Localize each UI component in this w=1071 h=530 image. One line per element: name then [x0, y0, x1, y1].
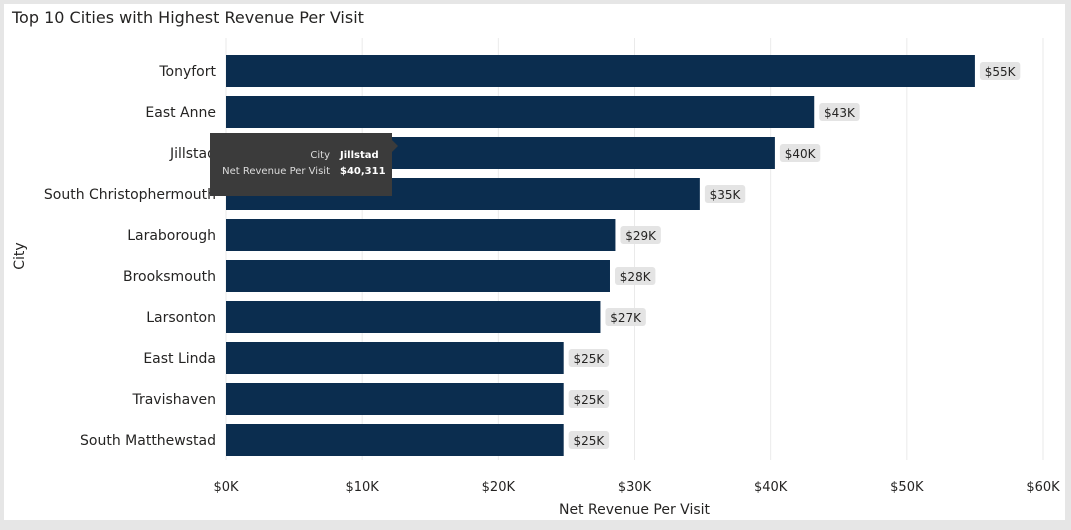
x-axis-title: Net Revenue Per Visit — [559, 502, 711, 518]
y-tick-label: East Linda — [143, 351, 216, 367]
data-label: $27K — [610, 311, 642, 325]
data-label-background — [568, 349, 610, 367]
data-label: $43K — [824, 106, 856, 120]
bar — [226, 96, 815, 128]
y-tick-label: Larsonton — [146, 310, 216, 326]
tooltip-row-revenue: Net Revenue Per Visit $40,311 — [210, 166, 392, 182]
data-label-background — [704, 185, 746, 203]
data-label-background — [979, 62, 1021, 80]
tooltip-value-revenue: $40,311 — [340, 166, 386, 177]
x-tick-label: $40K — [754, 480, 788, 495]
bar — [226, 383, 564, 415]
y-tick-label: Tonyfort — [158, 64, 216, 80]
data-label: $25K — [574, 393, 606, 407]
data-label: $55K — [985, 65, 1017, 79]
tooltip-row-city: City Jillstad — [210, 150, 392, 166]
tooltip-value-city: Jillstad — [340, 150, 379, 161]
y-axis-title: City — [12, 242, 28, 269]
x-tick-label: $20K — [482, 480, 516, 495]
tooltip: City Jillstad Net Revenue Per Visit $40,… — [210, 133, 398, 196]
y-tick-label: South Christophermouth — [44, 187, 216, 203]
data-label-background — [779, 144, 821, 162]
bar — [226, 301, 601, 333]
y-tick-label: East Anne — [145, 105, 216, 121]
bar — [226, 424, 564, 456]
x-tick-label: $60K — [1026, 480, 1060, 495]
tooltip-arrow — [392, 140, 398, 152]
tooltip-key-city: City — [310, 150, 330, 161]
y-tick-label: Travishaven — [131, 392, 216, 408]
bar — [226, 219, 616, 251]
data-label-background — [614, 267, 656, 285]
data-label-background — [620, 226, 661, 244]
y-tick-label: Jillstad — [169, 146, 216, 162]
y-tick-label: South Matthewstad — [80, 433, 216, 449]
bar — [226, 55, 975, 87]
y-tick-label: Laraborough — [127, 228, 216, 244]
x-tick-label: $10K — [345, 480, 379, 495]
data-label-background — [605, 308, 646, 326]
chart-title: Top 10 Cities with Highest Revenue Per V… — [12, 8, 364, 27]
data-label: $25K — [574, 434, 606, 448]
data-label: $25K — [574, 352, 606, 366]
x-tick-label: $30K — [618, 480, 652, 495]
y-tick-label: Brooksmouth — [123, 269, 216, 285]
data-label: $28K — [620, 270, 652, 284]
data-label-background — [568, 390, 610, 408]
data-label: $35K — [710, 188, 742, 202]
x-tick-label: $0K — [213, 480, 239, 495]
bar — [226, 342, 564, 374]
data-label: $29K — [625, 229, 657, 243]
tooltip-key-revenue: Net Revenue Per Visit — [222, 166, 330, 177]
data-label-background — [568, 431, 610, 449]
data-label-background — [819, 103, 860, 121]
x-tick-label: $50K — [890, 480, 924, 495]
data-label: $40K — [785, 147, 817, 161]
bar — [226, 260, 610, 292]
